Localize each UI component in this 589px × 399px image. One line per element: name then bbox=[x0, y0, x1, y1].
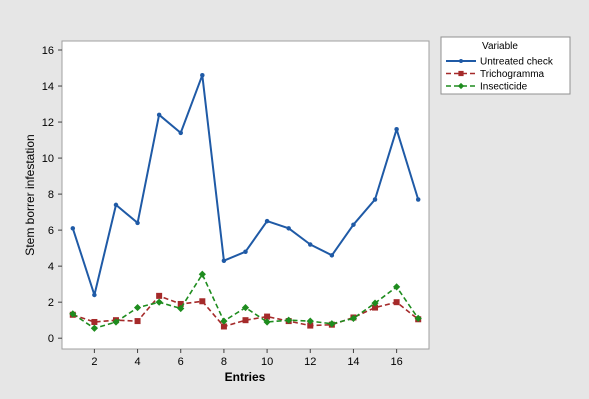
data-point bbox=[220, 317, 228, 325]
legend-item: Trichogramma bbox=[446, 69, 545, 80]
legend-marker bbox=[459, 59, 463, 63]
data-point bbox=[156, 292, 163, 299]
x-tick-label: 2 bbox=[91, 356, 97, 368]
data-point bbox=[393, 283, 401, 291]
y-tick-label: 8 bbox=[48, 189, 54, 201]
data-point bbox=[371, 299, 379, 307]
data-point bbox=[264, 218, 270, 224]
legend-marker bbox=[458, 70, 464, 77]
x-tick-label: 6 bbox=[178, 356, 184, 368]
data-point bbox=[372, 197, 378, 202]
data-point bbox=[134, 318, 141, 325]
legend-marker bbox=[457, 82, 465, 90]
x-tick-label: 14 bbox=[347, 356, 359, 368]
data-point bbox=[394, 127, 399, 132]
data-point bbox=[243, 249, 248, 254]
data-point bbox=[199, 298, 206, 305]
data-point bbox=[241, 303, 250, 312]
data-point bbox=[286, 226, 291, 231]
data-point bbox=[177, 300, 184, 307]
x-tick-label: 12 bbox=[304, 356, 316, 368]
legend-item: Insecticide bbox=[446, 82, 528, 93]
x-tick-label: 16 bbox=[390, 356, 402, 368]
data-point bbox=[393, 299, 400, 306]
data-point bbox=[415, 197, 421, 202]
y-axis: 0 2 4 6 8 10 12 14 16 bbox=[42, 45, 62, 345]
data-point bbox=[242, 317, 249, 324]
data-point bbox=[328, 320, 336, 328]
series-insecticide bbox=[69, 270, 422, 332]
data-point bbox=[351, 222, 356, 227]
data-point bbox=[92, 292, 97, 298]
x-tick-label: 8 bbox=[221, 356, 227, 368]
data-point bbox=[307, 322, 314, 329]
data-point bbox=[90, 324, 98, 332]
y-tick-label: 0 bbox=[48, 333, 54, 345]
y-tick-label: 16 bbox=[42, 45, 54, 57]
x-tick-label: 4 bbox=[134, 356, 140, 368]
data-point bbox=[264, 313, 271, 320]
data-point bbox=[372, 304, 379, 311]
legend-label: Untreated check bbox=[480, 57, 554, 68]
x-axis-title: Entries bbox=[225, 370, 266, 384]
series-layer bbox=[69, 72, 422, 332]
data-point bbox=[133, 303, 142, 312]
plot-area bbox=[61, 40, 430, 350]
series-line bbox=[72, 295, 419, 328]
legend-label: Insecticide bbox=[480, 82, 528, 93]
y-tick-label: 14 bbox=[42, 81, 54, 93]
data-point bbox=[178, 130, 183, 136]
data-point bbox=[200, 72, 205, 78]
legend-item: Untreated check bbox=[446, 57, 554, 68]
data-point bbox=[113, 202, 119, 208]
data-point bbox=[135, 220, 140, 226]
y-tick-label: 10 bbox=[42, 153, 54, 165]
data-point bbox=[198, 270, 206, 278]
legend-label: Trichogramma bbox=[480, 69, 545, 80]
data-point bbox=[177, 304, 185, 313]
data-point bbox=[220, 323, 227, 330]
x-axis: 2 4 6 8 10 12 14 16 bbox=[91, 349, 403, 368]
series-untreated-check bbox=[70, 72, 421, 298]
data-point bbox=[156, 112, 162, 118]
data-point bbox=[69, 310, 77, 318]
y-tick-label: 4 bbox=[48, 261, 54, 273]
y-tick-label: 12 bbox=[42, 117, 54, 129]
y-axis-title: Stem borrer infestation bbox=[23, 134, 37, 255]
y-tick-label: 6 bbox=[48, 225, 54, 237]
y-tick-label: 2 bbox=[48, 297, 54, 309]
data-point bbox=[306, 317, 314, 325]
data-point bbox=[285, 316, 293, 324]
data-point bbox=[91, 318, 98, 325]
data-point bbox=[263, 318, 271, 326]
data-point bbox=[155, 298, 163, 306]
legend-title: Variable bbox=[482, 41, 518, 52]
data-point bbox=[112, 318, 120, 326]
data-point bbox=[414, 314, 422, 322]
x-tick-label: 10 bbox=[261, 356, 273, 368]
data-point bbox=[308, 242, 313, 247]
data-point bbox=[329, 253, 335, 258]
data-point bbox=[349, 314, 358, 322]
data-point bbox=[70, 226, 76, 231]
data-point bbox=[221, 258, 227, 263]
